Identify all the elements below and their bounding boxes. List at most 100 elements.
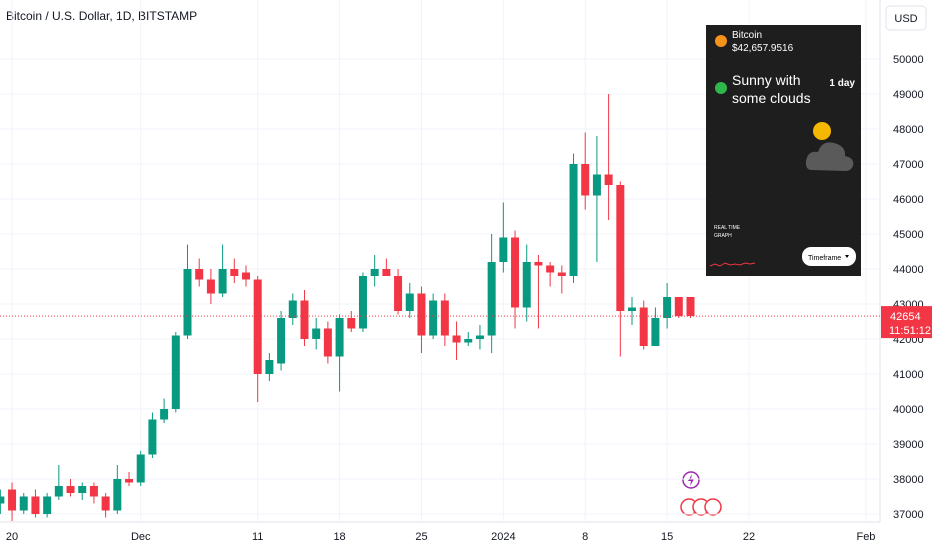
weather-widget: Bitcoin $42,657.9516 Sunny with some clo…	[706, 25, 861, 276]
timeframe-label: Timeframe	[808, 255, 841, 262]
candle-body	[557, 272, 566, 276]
y-tick-label: 48000	[893, 124, 924, 136]
up-icon	[715, 82, 727, 94]
y-tick-label: 38000	[893, 474, 924, 486]
candle-body	[499, 237, 508, 262]
candle-body	[440, 300, 449, 336]
x-tick-label: 22	[743, 531, 755, 543]
chart-title: Bitcoin / U.S. Dollar, 1D, BITSTAMP	[6, 9, 197, 23]
candle-body	[206, 279, 215, 294]
x-tick-label: 2024	[491, 531, 515, 543]
candle-body	[663, 296, 672, 318]
candle-body	[651, 317, 660, 346]
x-tick-label: 25	[415, 531, 427, 543]
x-tick-label: 15	[661, 531, 673, 543]
y-tick-label: 46000	[893, 194, 924, 206]
currency-label: USD	[894, 13, 917, 25]
candle-body	[230, 268, 239, 276]
timeframe-button[interactable]	[802, 247, 856, 266]
y-tick-label: 41000	[893, 369, 924, 381]
y-tick-label: 47000	[893, 159, 924, 171]
dropdown-arrow	[845, 255, 849, 258]
candle-body	[358, 275, 367, 329]
candle-body	[66, 485, 75, 493]
x-tick-label: 11	[252, 531, 263, 543]
candle-body	[370, 268, 379, 276]
last-price-box	[881, 306, 932, 339]
y-tick-label: 37000	[893, 509, 924, 521]
x-tick-label: Dec	[131, 531, 151, 543]
candle-body	[546, 265, 555, 273]
candle-body	[160, 408, 169, 420]
candle-body	[312, 328, 321, 339]
candle-body	[475, 335, 484, 339]
candle-body	[335, 317, 344, 357]
x-tick-label: 20	[6, 531, 18, 543]
candle-body	[464, 338, 473, 343]
candle-body	[639, 307, 648, 346]
candle-body	[616, 185, 625, 311]
candle-body	[674, 296, 683, 317]
candle-body	[125, 478, 134, 483]
events	[680, 471, 722, 516]
candle-body	[592, 174, 601, 196]
widget-name: Bitcoin	[732, 30, 762, 41]
candle-body	[113, 478, 122, 511]
mini-graph	[709, 262, 756, 267]
bitcoin-icon	[715, 35, 727, 47]
candle-body	[148, 419, 157, 455]
candle-body	[534, 261, 543, 266]
candle-body	[19, 496, 28, 511]
candle-body	[253, 279, 262, 374]
candle-body	[429, 300, 438, 336]
countdown: 11:51:12	[889, 325, 931, 337]
x-tick-label: Feb	[856, 531, 875, 543]
y-tick-label: 44000	[893, 264, 924, 276]
candle-body	[581, 164, 590, 196]
candle-body	[511, 237, 520, 308]
y-tick-label: 40000	[893, 404, 924, 416]
forecast-line: some clouds	[732, 90, 811, 106]
candle-body	[628, 307, 637, 311]
candle-body	[8, 489, 17, 511]
last-price-label: 42654	[890, 311, 921, 323]
candle-body	[487, 261, 496, 336]
candle-body	[136, 454, 145, 483]
x-tick-label: 18	[333, 531, 345, 543]
y-tick-label: 49000	[893, 89, 924, 101]
candle-body	[43, 496, 52, 514]
candle-body	[241, 272, 250, 280]
y-tick-label: 39000	[893, 439, 924, 451]
candle-body	[417, 293, 426, 336]
candle-body	[195, 268, 204, 280]
x-tick-label: 8	[582, 531, 588, 543]
candle-body	[288, 300, 297, 318]
cloud-icon	[805, 142, 854, 171]
candle-body	[569, 164, 578, 276]
candle-body	[522, 261, 531, 308]
candle-body	[452, 335, 461, 343]
y-tick-label: 50000	[893, 54, 924, 66]
y-tick-label: 45000	[893, 229, 924, 241]
candle-body	[171, 335, 180, 409]
candle-body	[54, 485, 63, 497]
currency-button[interactable]	[885, 5, 927, 31]
candle-body	[686, 296, 695, 317]
candle-body	[347, 317, 356, 329]
widget-price: $42,657.9516	[732, 43, 794, 54]
candle-body	[323, 328, 332, 357]
candle-body	[300, 300, 309, 339]
candle-body	[394, 275, 403, 311]
candle-body	[382, 268, 391, 276]
sun-icon	[813, 122, 831, 140]
candle-body	[0, 496, 5, 504]
caption: GRAPH	[714, 233, 732, 239]
candle-body	[405, 293, 414, 311]
candle-body	[31, 496, 40, 514]
candle-body	[277, 317, 286, 364]
caption: REAL TIME	[714, 225, 741, 231]
candle-body	[265, 359, 274, 374]
candle-body	[183, 268, 192, 336]
forecast-line: Sunny with	[732, 72, 800, 88]
period: 1 day	[829, 78, 855, 89]
